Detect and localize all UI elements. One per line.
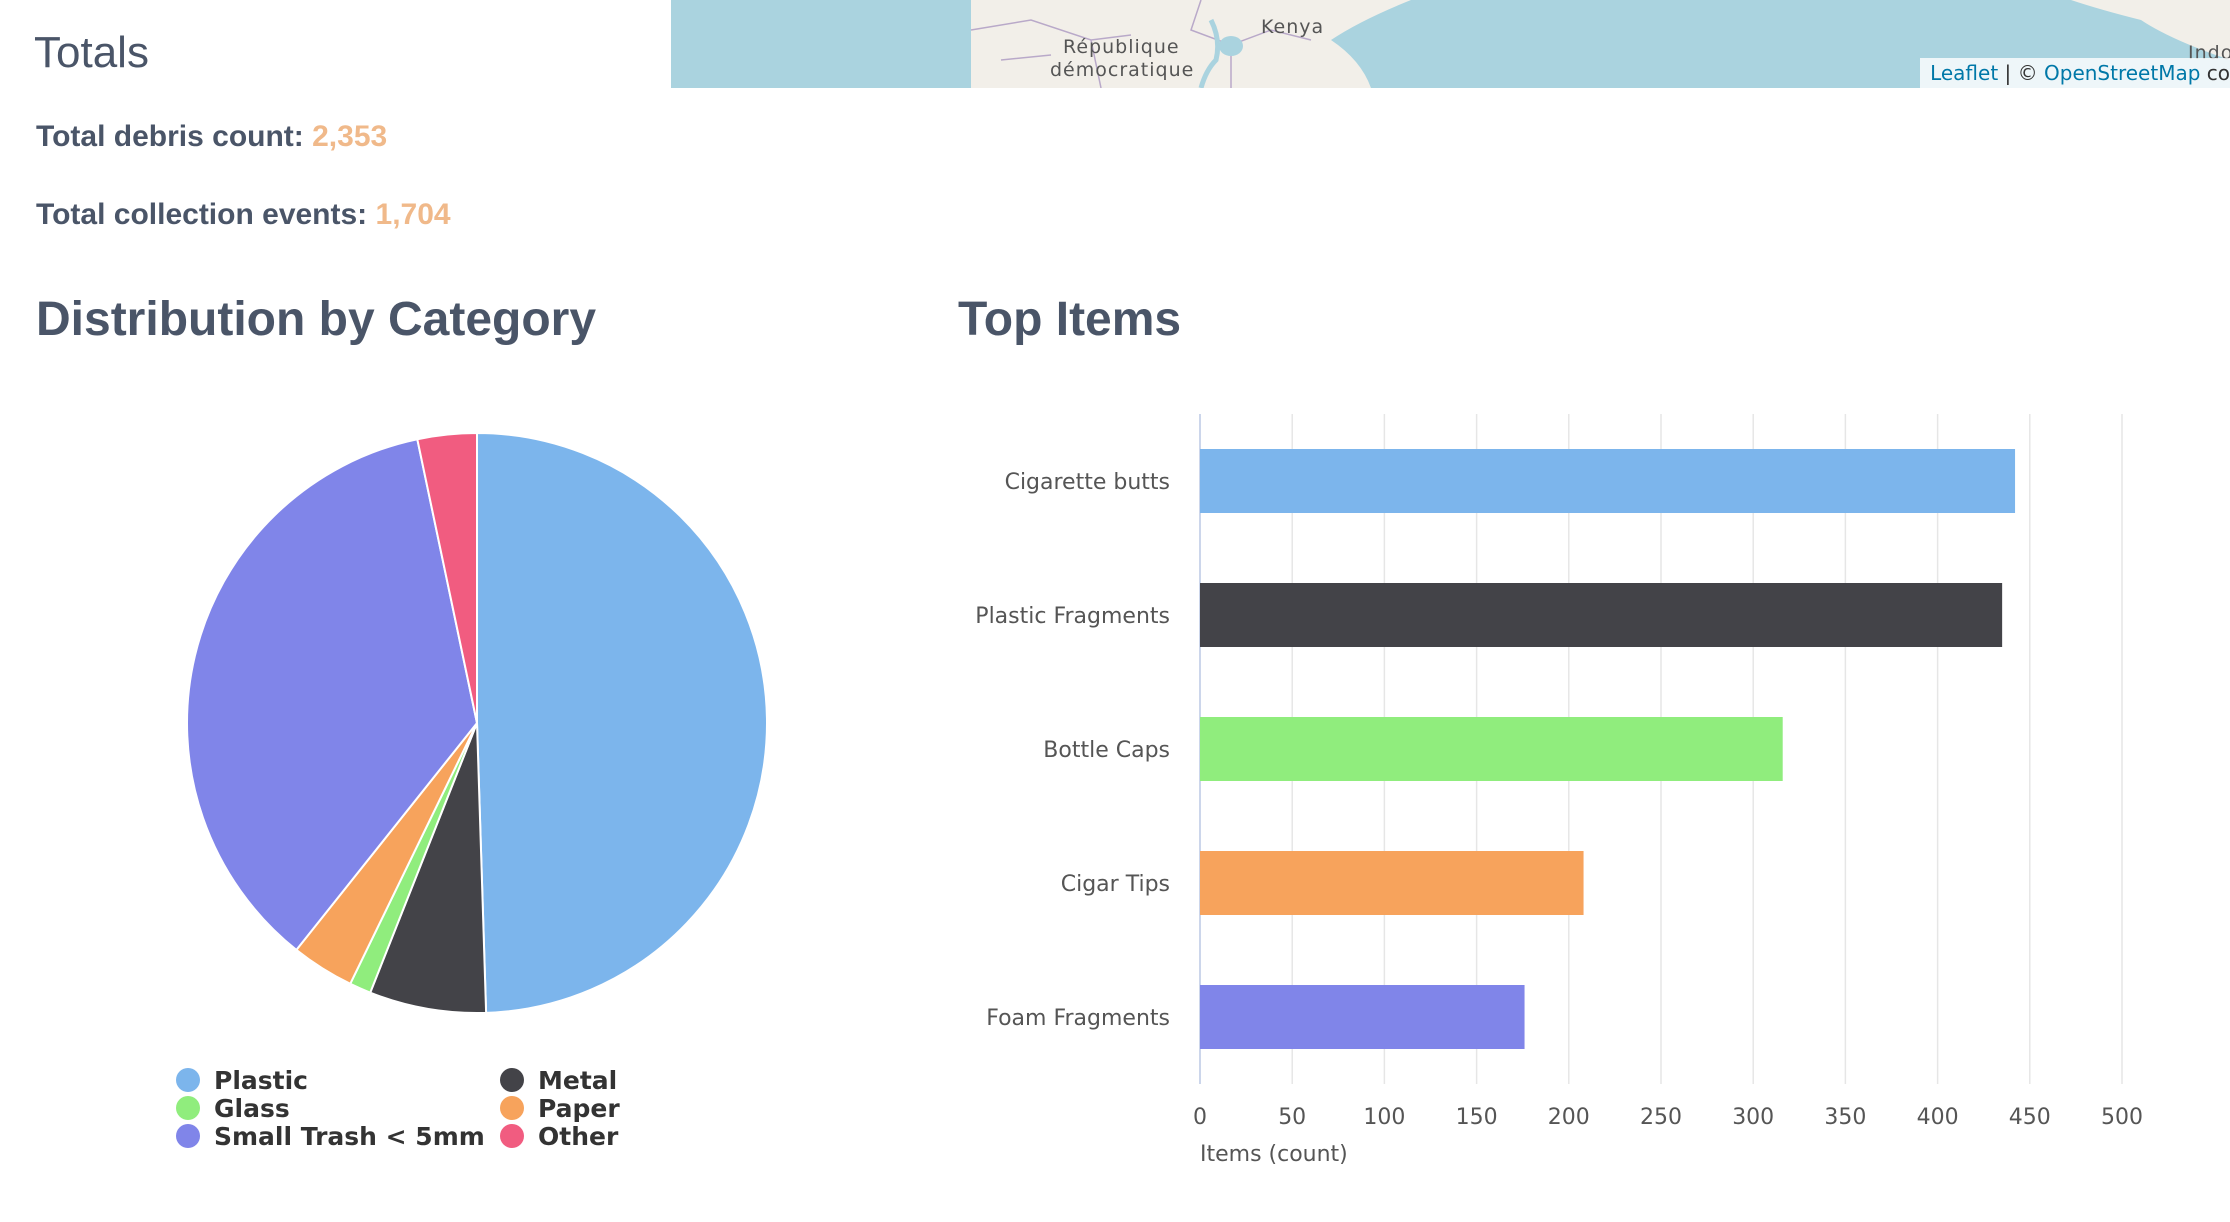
attribution-suffix: co: [2200, 61, 2230, 85]
legend-label: Other: [538, 1121, 619, 1151]
bar-cigarette-butts[interactable]: [1200, 449, 2016, 513]
map-label: République: [1063, 36, 1180, 58]
bar-foam-fragments[interactable]: [1200, 985, 1525, 1049]
x-tick-label: 450: [2009, 1105, 2051, 1130]
bar-bottle-caps[interactable]: [1200, 717, 1783, 781]
bar-chart: 0 50 100 150 200 250 300 350 400 450 500 Cigarette …: [975, 414, 2143, 1167]
pie-slice-plastic[interactable]: [476, 431, 768, 1014]
pie-slice-metal[interactable]: [368, 722, 488, 1014]
total-events-stat: Total collection events: 1,704: [36, 198, 451, 232]
x-tick-label: 350: [1824, 1105, 1866, 1130]
total-debris-stat: Total debris count: 2,353: [36, 120, 387, 154]
legend-item-small-trash[interactable]: Small Trash < 5mm: [176, 1121, 485, 1151]
pie-legend-col2: Metal Paper Other: [500, 1065, 620, 1151]
totals-title: Totals: [34, 28, 149, 77]
y-category-label: Plastic Fragments: [975, 604, 1170, 629]
x-tick-label: 250: [1640, 1105, 1682, 1130]
y-category-label: Cigar Tips: [1061, 872, 1170, 897]
x-tick-label: 100: [1363, 1105, 1405, 1130]
pie-slice-small-trash-5mm[interactable]: [186, 438, 479, 952]
y-category-label: Cigarette butts: [1005, 470, 1170, 495]
x-tick-label: 200: [1548, 1105, 1590, 1130]
legend-item-paper[interactable]: Paper: [500, 1093, 620, 1123]
pie-slice-other[interactable]: [416, 431, 478, 724]
x-tick-label: 300: [1732, 1105, 1774, 1130]
map[interactable]: République démocratique Kenya Indo Leafl…: [671, 0, 2230, 88]
legend-dot: [500, 1124, 524, 1148]
x-tick-label: 0: [1193, 1105, 1207, 1130]
map-attribution: Leaflet | © OpenStreetMap co: [1920, 58, 2230, 88]
map-label: Kenya: [1261, 16, 1325, 38]
legend-dot: [500, 1068, 524, 1092]
legend-item-glass[interactable]: Glass: [176, 1093, 485, 1123]
y-category-label: Bottle Caps: [1043, 738, 1170, 763]
legend-dot: [176, 1068, 200, 1092]
legend-dot: [176, 1096, 200, 1120]
total-debris-value: 2,353: [312, 120, 388, 153]
bar-cigar-tips[interactable]: [1200, 851, 1584, 915]
attribution-separator: | ©: [1998, 61, 2044, 85]
legend-label: Paper: [538, 1093, 620, 1123]
legend-label: Plastic: [214, 1065, 308, 1095]
legend-item-other[interactable]: Other: [500, 1121, 620, 1151]
map-tiles: [970, 0, 2230, 88]
x-axis-label: Items (count): [1200, 1142, 1348, 1167]
leaflet-link[interactable]: Leaflet: [1930, 61, 1999, 85]
total-events-label: Total collection events:: [36, 198, 368, 231]
x-tick-label: 150: [1456, 1105, 1498, 1130]
legend-label: Glass: [214, 1093, 290, 1123]
pie-chart: [186, 431, 768, 1014]
legend-item-metal[interactable]: Metal: [500, 1065, 620, 1095]
x-tick-label: 500: [2101, 1105, 2143, 1130]
legend-label: Metal: [538, 1065, 618, 1095]
x-tick-label: 400: [1917, 1105, 1959, 1130]
distribution-title: Distribution by Category: [36, 293, 597, 346]
bar-plastic-fragments[interactable]: [1200, 583, 2003, 647]
legend-label: Small Trash < 5mm: [214, 1121, 485, 1151]
total-events-value: 1,704: [375, 198, 451, 231]
pie-legend-col1: Plastic Glass Small Trash < 5mm: [176, 1065, 485, 1151]
y-category-label: Foam Fragments: [986, 1006, 1170, 1031]
x-tick-label: 50: [1278, 1105, 1306, 1130]
total-debris-label: Total debris count:: [36, 120, 304, 153]
top-items-title: Top Items: [958, 293, 1182, 346]
openstreetmap-link[interactable]: OpenStreetMap: [2044, 61, 2201, 85]
map-label: démocratique: [1050, 59, 1195, 81]
legend-dot: [500, 1096, 524, 1120]
legend-item-plastic[interactable]: Plastic: [176, 1065, 485, 1095]
legend-dot: [176, 1124, 200, 1148]
